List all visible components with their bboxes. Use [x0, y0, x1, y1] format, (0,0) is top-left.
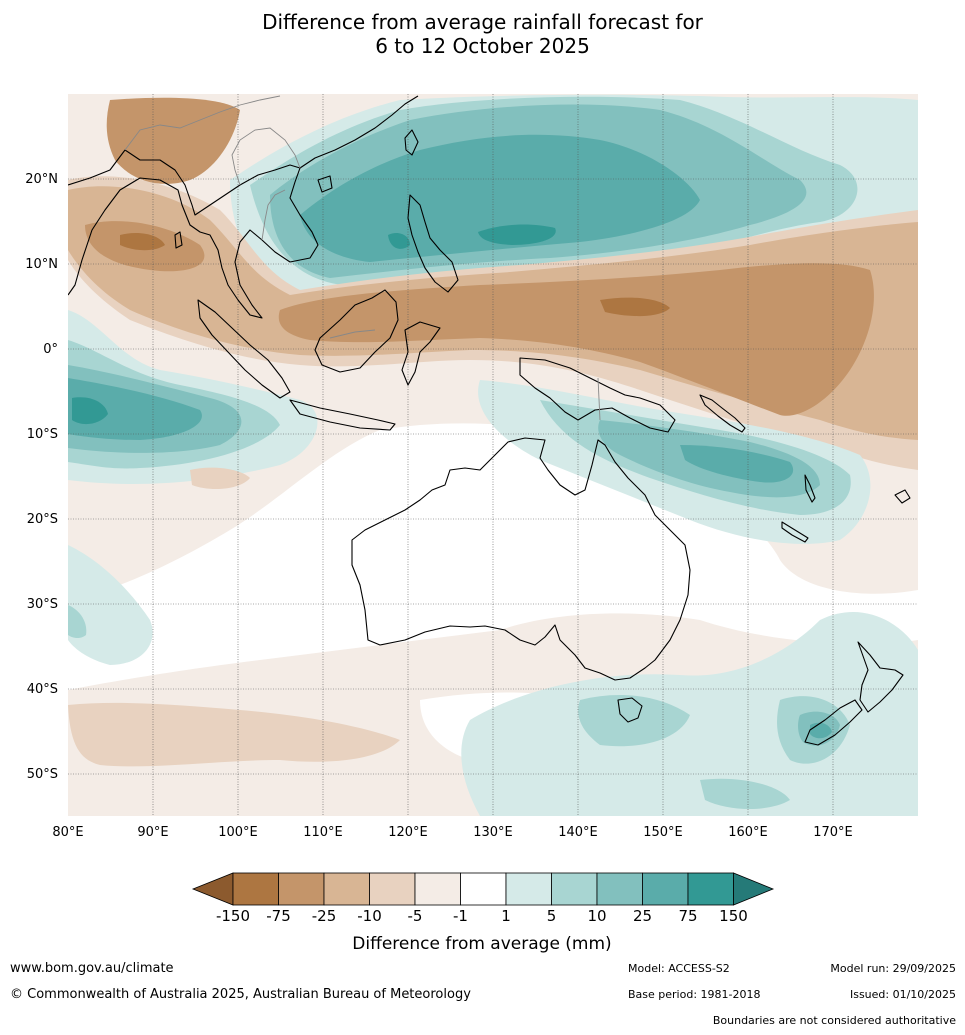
solomon-islands-outline — [699, 394, 746, 433]
java-outline — [289, 399, 396, 431]
latitude-label: 20°S — [27, 512, 58, 527]
new-caledonia-outline — [781, 521, 809, 543]
wet-zone-southwest-2 — [68, 605, 87, 639]
longitude-label: 160°E — [728, 825, 768, 840]
boundaries — [124, 95, 601, 421]
dry-zone-equatorial-4 — [120, 233, 670, 317]
longitude-label: 90°E — [137, 825, 168, 840]
wet-zone-philippines-core — [388, 233, 410, 249]
wet-zone-coral-sea-4 — [680, 445, 794, 483]
longitude-label: 100°E — [218, 825, 258, 840]
footer-model-run: Model run: 29/09/2025 — [830, 962, 956, 975]
colorbar-segment — [278, 872, 325, 906]
hainan-outline — [317, 175, 333, 193]
australia-outline — [351, 437, 691, 681]
colorbar-segment — [505, 872, 552, 906]
colorbar-segment — [551, 872, 598, 906]
footer-disclaimer: Boundaries are not considered authoritat… — [712, 1014, 956, 1027]
latitude-label: 10°S — [27, 427, 58, 442]
colorbar-segment — [687, 872, 734, 906]
latitude-label: 0° — [43, 342, 58, 357]
latitude-label: 30°S — [27, 597, 58, 612]
sri-lanka-outline — [174, 231, 183, 249]
colorbar-title: Difference from average (mm) — [352, 934, 611, 954]
fiji-outline — [894, 489, 911, 504]
longitude-label: 80°E — [52, 825, 83, 840]
footer-model: Model: ACCESS-S2 — [628, 962, 730, 975]
dry-zone-indochina — [106, 97, 240, 184]
new-zealand-north-island — [857, 641, 904, 713]
wet-zone-southwest — [68, 545, 153, 665]
sumatra-outline — [197, 299, 291, 399]
mainland-asia-outline — [68, 149, 319, 319]
wet-zone-pacific-4 — [300, 134, 700, 262]
wet-zone-indian-ocean-4 — [68, 378, 202, 440]
colorbar-tick-label: -10 — [357, 907, 382, 925]
colorbar-segment — [642, 872, 689, 906]
colorbar-tick-label: -75 — [266, 907, 291, 925]
colorbar-tick-label: 1 — [501, 907, 511, 925]
latitude-label: 10°N — [25, 257, 58, 272]
sulawesi-outline — [401, 321, 441, 386]
latitude-label: 40°S — [27, 682, 58, 697]
longitude-label: 150°E — [643, 825, 683, 840]
longitude-label: 130°E — [473, 825, 513, 840]
title-line-2: 6 to 12 October 2025 — [375, 34, 590, 58]
latitude-label: 50°S — [27, 767, 58, 782]
footer-base-period: Base period: 1981-2018 — [628, 988, 761, 1001]
title-line-1: Difference from average rainfall forecas… — [262, 10, 703, 34]
colorbar: -150 -75 -25 -10 -5 -1 1 5 10 25 75 150 — [191, 872, 775, 925]
colorbar-extend-high — [733, 872, 775, 906]
latitude-label: 20°N — [25, 172, 58, 187]
wet-zone-tasman-1 — [461, 611, 918, 816]
colorbar-tick-label: 5 — [547, 907, 557, 925]
vanuatu-outline — [804, 474, 816, 503]
tasmania-outline — [617, 697, 643, 723]
footer-copyright: © Commonwealth of Australia 2025, Austra… — [10, 987, 471, 1002]
coastlines — [68, 95, 911, 746]
latitude-labels: 20°N 10°N 0° 10°S 20°S 30°S 40°S 50°S — [25, 172, 58, 782]
colorbar-extend-low — [191, 872, 234, 906]
colorbar-tick-label: -25 — [312, 907, 337, 925]
dry-zone-sw-australia — [190, 467, 250, 490]
wet-zone-tasman-2 — [578, 695, 850, 809]
new-zealand-south-island — [804, 699, 863, 746]
borneo-outline — [314, 289, 399, 373]
footer-issued: Issued: 01/10/2025 — [849, 988, 956, 1001]
colorbar-segment — [460, 872, 507, 906]
longitude-label: 170°E — [813, 825, 853, 840]
colorbar-segment — [414, 872, 461, 906]
dry-zone-equatorial-3 — [85, 221, 874, 416]
colorbar-tick-label: -5 — [408, 907, 423, 925]
colorbar-segment — [369, 872, 416, 906]
colorbar-segment — [323, 872, 370, 906]
wet-zone-indian-ocean-5 — [72, 397, 108, 425]
colorbar-segment — [232, 872, 279, 906]
colorbar-tick-label: -1 — [453, 907, 468, 925]
colorbar-tick-label: 150 — [719, 907, 748, 925]
colorbar-segment — [596, 872, 643, 906]
anomaly-field — [68, 94, 918, 816]
longitude-labels: 80°E 90°E 100°E 110°E 120°E 130°E 140°E 150°E 16… — [52, 825, 852, 840]
philippines-outline — [407, 194, 459, 293]
new-guinea-outline — [519, 357, 676, 433]
longitude-label: 140°E — [558, 825, 598, 840]
china-coast-outline — [299, 95, 419, 169]
wet-zone-pacific-5 — [478, 224, 556, 245]
taiwan-outline — [404, 129, 419, 156]
colorbar-tick-label: -150 — [216, 907, 250, 925]
colorbar-tick-label: 10 — [587, 907, 606, 925]
dry-zone-southern-ocean — [68, 702, 400, 767]
longitude-label: 110°E — [303, 825, 343, 840]
colorbar-tick-label: 25 — [633, 907, 652, 925]
map-title: Difference from average rainfall forecas… — [0, 10, 965, 58]
colorbar-tick-label: 75 — [678, 907, 697, 925]
footer-url[interactable]: www.bom.gov.au/climate — [10, 961, 174, 976]
longitude-label: 120°E — [388, 825, 428, 840]
